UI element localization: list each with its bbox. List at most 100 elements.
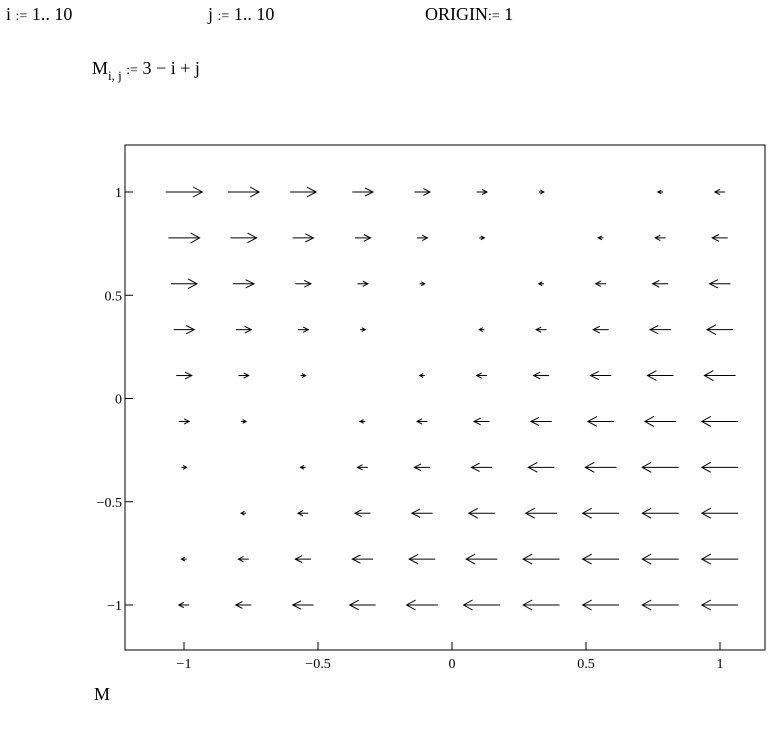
- vector-arrow: [353, 509, 371, 518]
- vector-arrow: [418, 373, 425, 378]
- arrow-head: [700, 507, 712, 519]
- vector-arrow: [537, 281, 544, 287]
- arrow-head: [359, 419, 364, 424]
- arrow-head: [245, 279, 256, 289]
- arrow-head: [535, 326, 542, 333]
- plot-frame: [124, 144, 766, 651]
- i-assign: :=: [15, 9, 28, 24]
- arrow-head: [532, 371, 541, 380]
- vector-arrow: [173, 325, 196, 335]
- arrow-head: [524, 507, 535, 519]
- arrow-head: [646, 370, 657, 381]
- arrow-head: [713, 188, 721, 196]
- arrow-head: [353, 509, 362, 518]
- arrow-head: [465, 553, 476, 565]
- arrow-head: [581, 553, 592, 565]
- x-tick-label: 0.5: [577, 657, 595, 672]
- arrow-head: [422, 234, 429, 241]
- arrow-head: [410, 508, 421, 518]
- arrow-head: [413, 463, 422, 472]
- vector-arrow: [524, 507, 557, 519]
- vector-arrow: [359, 419, 366, 424]
- vector-arrow: [584, 461, 617, 473]
- arrow-head: [244, 325, 253, 334]
- arrow-head: [478, 327, 483, 333]
- arrow-head: [418, 373, 424, 378]
- arrow-head: [470, 462, 480, 472]
- arrow-head: [651, 279, 660, 288]
- vector-arrow: [294, 555, 311, 563]
- arrow-head: [291, 600, 302, 610]
- arrow-head: [187, 278, 199, 290]
- arrow-head: [237, 556, 244, 563]
- arrow-head: [708, 279, 719, 289]
- arrow-head: [242, 419, 248, 424]
- arrow-head: [641, 461, 652, 473]
- vector-arrow: [648, 325, 671, 335]
- vector-arrow: [700, 461, 739, 473]
- vector-arrow: [586, 416, 614, 427]
- arrow-head: [648, 325, 659, 335]
- arrow-head: [641, 599, 652, 611]
- origin-value: 1: [504, 4, 514, 24]
- arrow-head: [356, 464, 363, 471]
- vector-arrow: [522, 599, 560, 611]
- arrow-head: [348, 599, 359, 611]
- vector-arrow: [296, 510, 309, 517]
- j-range-definition: j := 1.. 10: [208, 4, 274, 25]
- vector-arrow: [351, 554, 374, 564]
- arrow-head: [192, 186, 204, 198]
- i-range-definition: i := 1.. 10: [6, 4, 72, 25]
- arrow-head: [475, 372, 482, 379]
- vector-arrow: [168, 232, 201, 244]
- origin-var: ORIGIN: [425, 4, 488, 24]
- vector-arrow: [713, 188, 726, 196]
- arrow-head: [183, 418, 191, 425]
- j-var: j: [208, 4, 214, 24]
- vector-arrow: [538, 189, 545, 195]
- arrow-head: [184, 371, 193, 380]
- vector-arrow: [700, 416, 739, 427]
- vector-arrow: [465, 553, 498, 565]
- vector-arrow: [475, 372, 487, 379]
- arrow-head: [239, 510, 245, 516]
- arrow-head: [522, 553, 533, 565]
- vector-arrow: [291, 600, 314, 610]
- x-tick-label: 1: [717, 657, 724, 672]
- i-var: i: [6, 4, 12, 24]
- vector-arrow: [240, 419, 248, 424]
- y-tick-label: −0.5: [97, 496, 122, 511]
- arrow-head: [703, 370, 714, 381]
- arrow-head: [700, 599, 712, 611]
- vector-arrow: [705, 324, 733, 335]
- vector-arrow: [417, 234, 429, 241]
- arrow-head: [415, 418, 423, 425]
- arrow-head: [481, 188, 489, 196]
- arrow-head: [641, 507, 652, 519]
- vector-arrow: [581, 507, 620, 519]
- arrow-head: [527, 462, 538, 473]
- vector-arrow: [532, 371, 550, 380]
- arrow-head: [591, 325, 600, 334]
- matrix-expression: 3 − i + j: [142, 58, 200, 78]
- vector-arrow: [641, 599, 679, 611]
- vector-arrow: [177, 601, 190, 609]
- vector-arrow: [408, 553, 436, 565]
- matrix-definition: Mi, j := 3 − i + j: [92, 58, 200, 83]
- x-tick-label: −1: [177, 657, 192, 672]
- arrow-head: [363, 234, 372, 242]
- vector-arrow: [646, 370, 674, 381]
- vector-arrow: [292, 233, 315, 243]
- vector-arrow: [479, 235, 486, 241]
- vector-arrow: [165, 186, 204, 198]
- arrow-head: [302, 326, 310, 333]
- arrow-head: [522, 599, 533, 611]
- arrow-head: [700, 461, 712, 473]
- arrow-head: [654, 234, 661, 241]
- vector-arrow: [290, 186, 318, 198]
- vector-arrow: [176, 371, 193, 380]
- arrow-head: [584, 461, 595, 473]
- vector-arrow: [641, 507, 679, 519]
- vector-arrow: [227, 186, 261, 198]
